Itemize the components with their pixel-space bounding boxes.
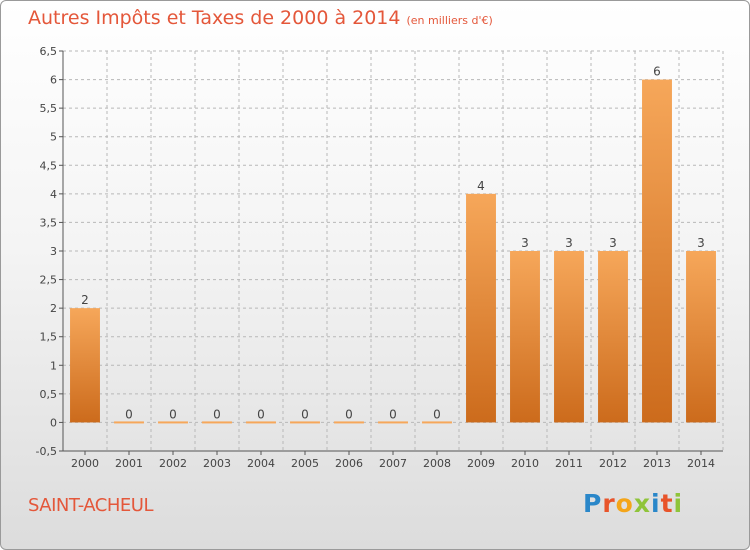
logo-letter: P: [583, 489, 603, 518]
x-tick-label: 2000: [71, 457, 99, 470]
y-tick-label: 5,5: [40, 102, 58, 115]
y-tick-label: 1: [50, 359, 57, 372]
x-tick-label: 2014: [687, 457, 715, 470]
chart-title: Autres Impôts et Taxes de 2000 à 2014 (en…: [28, 7, 493, 29]
y-tick-label: -0,5: [36, 445, 57, 458]
x-tick-label: 2012: [599, 457, 627, 470]
x-tick-label: 2011: [555, 457, 583, 470]
bar: [642, 79, 672, 423]
chart-title-text: Autres Impôts et Taxes de 2000 à 2014: [28, 7, 401, 29]
data-label: 0: [125, 407, 133, 421]
data-label: 0: [213, 407, 221, 421]
y-tick-label: 6,5: [40, 45, 58, 58]
y-tick-label: 3,5: [40, 216, 58, 229]
y-tick-label: 2,5: [40, 274, 58, 287]
x-tick-label: 2007: [379, 457, 407, 470]
chart-unit: (en milliers d'€): [406, 14, 493, 27]
bar: [70, 308, 100, 423]
x-tick-label: 2008: [423, 457, 451, 470]
y-tick-label: 2: [50, 302, 57, 315]
bar: [158, 421, 188, 424]
x-tick-label: 2004: [247, 457, 275, 470]
data-labels: 2 0 0 0 0 0 0 0 0 4 3 3 3 6 3: [81, 65, 705, 422]
data-label: 0: [169, 407, 177, 421]
bar: [510, 251, 540, 423]
logo-letter: i: [673, 489, 684, 518]
bars: [70, 79, 716, 424]
x-tick-label: 2002: [159, 457, 187, 470]
bar: [114, 421, 144, 424]
bar: [686, 251, 716, 423]
y-tick-label: 1,5: [40, 331, 58, 344]
bar: [598, 251, 628, 423]
bar: [246, 421, 276, 424]
x-tick-label: 2003: [203, 457, 231, 470]
data-label: 0: [433, 407, 441, 421]
data-label: 0: [301, 407, 309, 421]
data-label: 3: [697, 236, 705, 250]
data-label: 3: [521, 236, 529, 250]
y-tick-label: 0,5: [40, 388, 58, 401]
y-tick-label: 4: [50, 188, 57, 201]
y-tick-label: 3: [50, 245, 57, 258]
data-label: 0: [345, 407, 353, 421]
logo-letter: r: [602, 489, 616, 518]
data-label: 6: [653, 65, 661, 79]
x-tick-label: 2009: [467, 457, 495, 470]
bar: [378, 421, 408, 424]
x-tick-label: 2010: [511, 457, 539, 470]
data-label: 3: [609, 236, 617, 250]
commune-name: SAINT-ACHEUL: [28, 495, 153, 516]
data-label: 2: [81, 293, 89, 307]
bar: [334, 421, 364, 424]
logo-letter: o: [615, 489, 634, 518]
bar: [202, 421, 232, 424]
logo-letter: t: [660, 489, 674, 518]
proxiti-logo[interactable]: Proxiti: [583, 489, 683, 518]
bar: [290, 421, 320, 424]
x-tick-label: 2013: [643, 457, 671, 470]
data-label: 4: [477, 179, 485, 193]
y-tick-label: 5: [50, 131, 57, 144]
data-label: 3: [565, 236, 573, 250]
logo-letter: x: [633, 489, 651, 518]
y-tick-label: 4,5: [40, 159, 58, 172]
y-tick-label: 6: [50, 74, 57, 87]
bar: [554, 251, 584, 423]
x-tick-label: 2001: [115, 457, 143, 470]
x-tick-label: 2006: [335, 457, 363, 470]
bar: [422, 421, 452, 424]
x-tick-label: 2005: [291, 457, 319, 470]
data-label: 0: [257, 407, 265, 421]
bar: [466, 193, 496, 423]
data-label: 0: [389, 407, 397, 421]
y-tick-label: 0: [50, 416, 57, 429]
logo-letter: i: [651, 489, 661, 518]
